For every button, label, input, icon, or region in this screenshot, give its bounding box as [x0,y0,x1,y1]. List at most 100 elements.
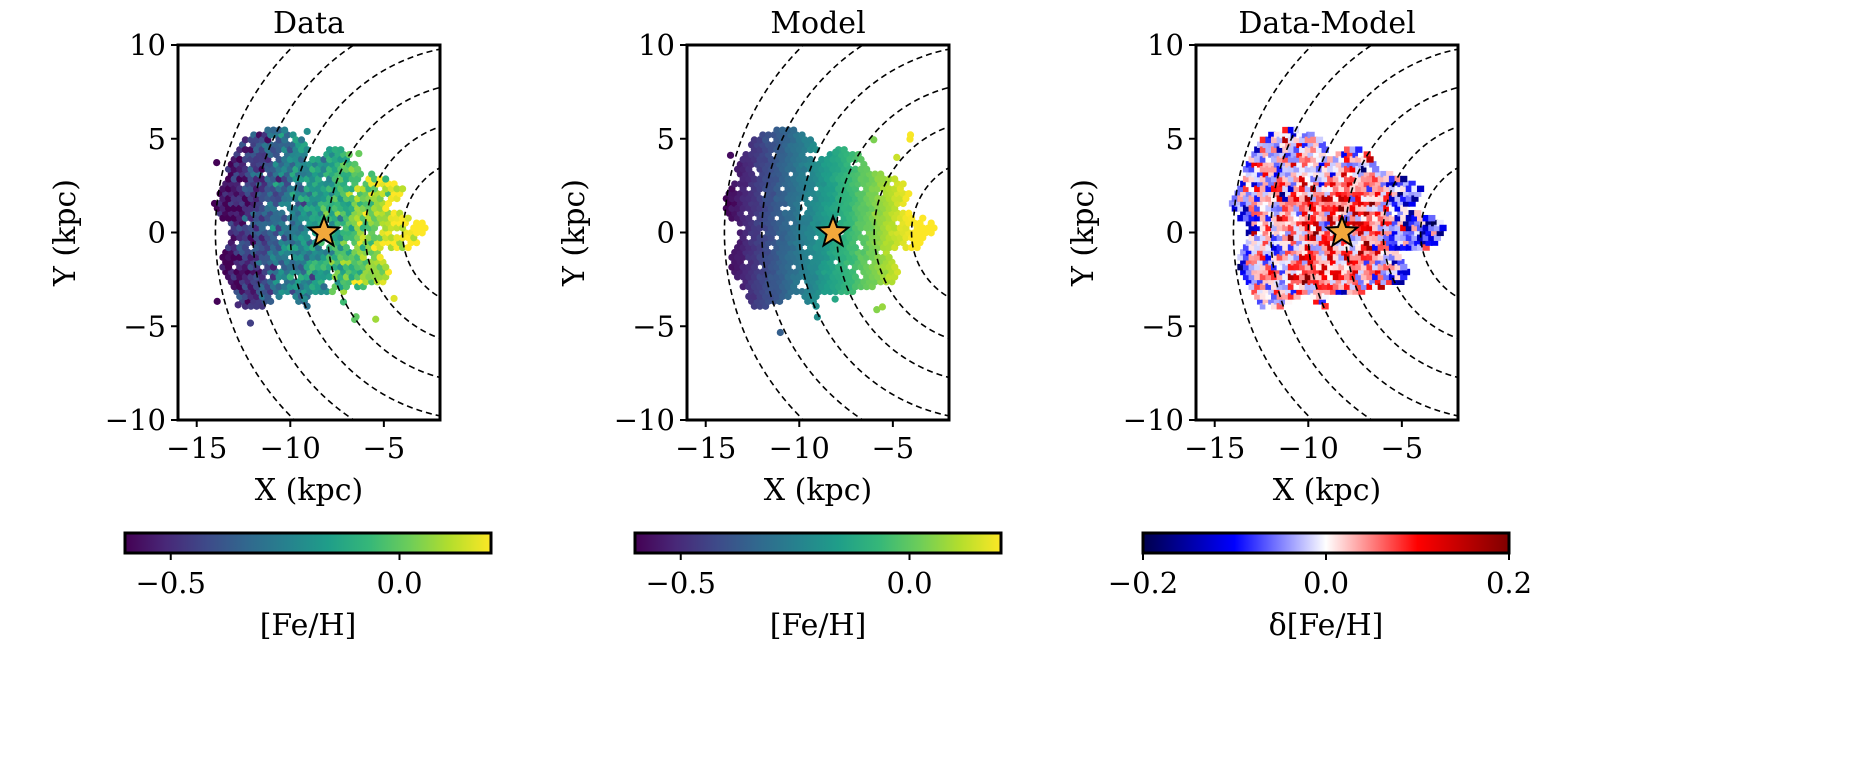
residual-cell [1240,180,1248,188]
residual-cell [1374,210,1383,217]
residual-cell [1321,185,1329,193]
residual-cell [1307,278,1315,285]
data-point [776,328,784,337]
residual-cell [1332,185,1340,193]
residual-cell [1346,219,1354,227]
residual-cell [1256,298,1265,305]
y-axis-label: Y (kpc) [1066,179,1101,287]
data-point [818,155,826,164]
data-point [851,243,860,252]
residual-cell [1259,146,1267,153]
residual-cell [1402,210,1411,217]
residual-cell [1245,239,1253,246]
residual-cell [1271,234,1279,241]
data-point [370,234,379,242]
residual-cell [1273,278,1282,285]
data-point [275,155,283,164]
residual-cell [1313,229,1321,237]
residual-cell [1276,156,1284,163]
data-point [303,234,311,242]
data-point [739,214,747,222]
residual-cell [1276,205,1284,212]
residual-cell [1349,175,1357,183]
residual-cell [1240,210,1248,217]
residual-cell [1318,219,1326,227]
residual-cell [1380,259,1388,266]
residual-cell [1324,278,1332,285]
residual-cell [1237,205,1245,212]
residual-cell [1372,244,1380,251]
residual-cell [1299,273,1307,281]
residual-cell [1282,254,1290,261]
residual-cell [1299,263,1307,271]
residual-cell [1377,263,1385,271]
sun-star-icon [306,213,342,248]
residual-cell [1313,190,1321,197]
residual-cell [1358,278,1366,285]
residual-cell [1380,249,1388,256]
residual-cell [1346,180,1354,188]
residual-cell [1282,126,1290,134]
residual-cell [1352,229,1360,237]
residual-cell [1237,263,1245,271]
residual-cell [1296,288,1304,295]
residual-cell [1360,205,1369,212]
residual-cell [1388,214,1397,222]
residual-cell [1315,234,1324,241]
residual-cell [1341,161,1349,168]
data-point [241,224,249,232]
residual-cell [1290,259,1298,266]
residual-cell [1285,180,1293,188]
residual-cell [1394,234,1402,241]
residual-cell [1324,239,1332,246]
residual-cell [1299,234,1307,241]
plot-area [210,45,440,420]
residual-cell [1304,156,1312,163]
residual-cell [1431,229,1439,237]
residual-cell [1341,210,1349,217]
data-point [292,136,300,144]
y-tick-label: −10 [1123,403,1184,437]
residual-cell [1313,180,1321,188]
residual-cell [1425,239,1433,246]
residual-cell [1363,249,1371,256]
residual-cell [1282,244,1290,251]
residual-cell [1414,190,1422,197]
data-point [873,306,881,314]
residual-cell [1242,166,1251,173]
data-point [857,155,865,164]
residual-cell [1234,210,1242,217]
residual-cell [1332,195,1340,202]
residual-cell [1380,190,1388,197]
residual-cell [1369,229,1377,237]
residual-cell [1335,180,1343,188]
residual-cell [1248,175,1256,183]
residual-cell [1374,229,1383,237]
residual-cell [1313,141,1321,148]
residual-cell [1346,190,1354,197]
x-tick-label: −10 [1278,431,1339,465]
residual-cell [1388,263,1397,271]
residual-cell [1394,224,1402,232]
residual-cell [1313,259,1321,266]
y-tick-label: 10 [638,28,675,62]
residual-cell [1307,210,1315,217]
residual-cell [1329,161,1338,168]
residual-cell [1422,224,1430,232]
residual-cell [1290,190,1298,197]
residual-cell [1259,166,1267,173]
residual-cell [1321,293,1329,300]
residual-cell [1265,175,1273,183]
residual-cell [1372,234,1380,241]
residual-cell [1366,254,1374,261]
residual-cell [1374,278,1383,285]
x-tick-label: −10 [769,431,830,465]
data-point [309,155,317,164]
residual-cell [1383,185,1391,193]
residual-cell [1285,161,1293,168]
residual-cell [1397,278,1405,285]
residual-cell [1254,156,1262,163]
residual-cell [1265,205,1273,212]
residual-cell [1349,146,1357,153]
residual-cell [1343,146,1352,153]
